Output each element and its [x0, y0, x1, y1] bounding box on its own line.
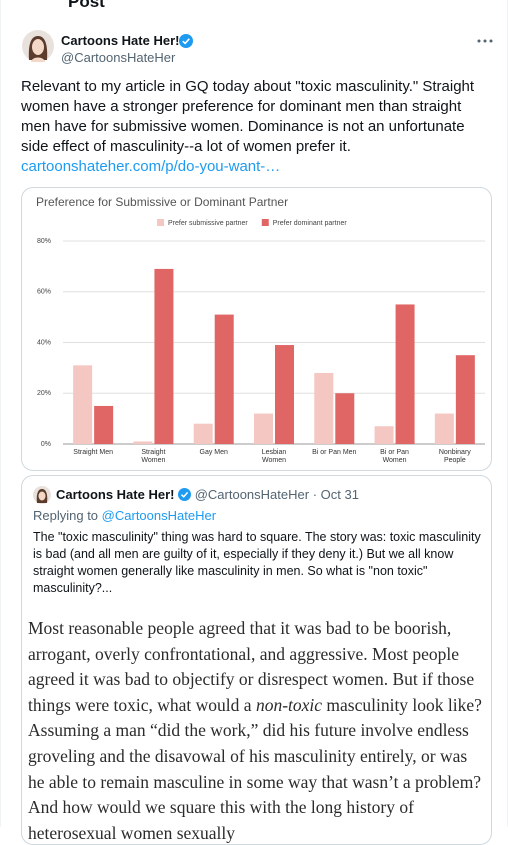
author-handle[interactable]: @CartoonsHateHer — [61, 50, 176, 65]
quote-avatar — [33, 486, 51, 504]
x-tick-label: Straight Men — [73, 449, 113, 456]
bar — [434, 413, 454, 444]
quote-text: The "toxic masculinity" thing was hard t… — [33, 530, 481, 595]
legend-swatch — [261, 219, 269, 226]
y-tick-label: 40% — [37, 339, 51, 346]
verified-badge — [178, 488, 192, 501]
author-name[interactable]: Cartoons Hate Her! — [61, 33, 180, 48]
quote-image-text: Most reasonable people agreed that it wa… — [28, 616, 488, 844]
bar — [193, 423, 213, 444]
chart: Preference for Submissive or Dominant Pa… — [36, 195, 485, 448]
paragraph-italic: non-toxic — [255, 694, 323, 715]
bar — [395, 304, 415, 444]
back-arrow[interactable] — [22, 0, 42, 6]
bar — [275, 345, 294, 444]
chart-title: Preference for Submissive or Dominant Pa… — [36, 195, 288, 209]
bar — [455, 355, 475, 444]
header-title: Post — [68, 0, 105, 11]
y-tick-label: 0% — [41, 441, 51, 448]
quote-handle: @CartoonsHateHer — [194, 487, 310, 502]
x-tick-label: Gay Men — [199, 449, 228, 456]
tweet-link[interactable]: cartoonshateher.com/p/do-you-want-… — [21, 158, 281, 175]
more-menu[interactable] — [477, 38, 493, 44]
bar — [133, 441, 153, 444]
x-tick-label: Lesbian Women — [261, 449, 287, 464]
bar — [73, 365, 93, 444]
quote-header: Cartoons Hate Her! @CartoonsHateHer · Oc… — [56, 487, 359, 502]
bar — [154, 268, 174, 444]
quote-card[interactable]: Cartoons Hate Her! @CartoonsHateHer · Oc… — [21, 475, 492, 845]
bar — [214, 314, 234, 444]
legend-swatch — [157, 219, 164, 226]
bar — [254, 413, 273, 444]
y-tick-label: 60% — [37, 289, 51, 296]
x-tick-label: Straight Women — [141, 449, 166, 464]
paragraph-part: Most reasonable people agreed that it wa… — [28, 618, 475, 715]
tweet-body: Relevant to my article in GQ today about… — [21, 77, 493, 177]
bar — [374, 426, 394, 444]
x-tick-label: Bi or Pan Women — [380, 449, 409, 464]
x-tick-label: Nonbinary People — [438, 449, 471, 464]
paragraph-part: masculinity look like? Assuming a man “d… — [28, 694, 482, 843]
bar — [94, 405, 114, 444]
verified-badge — [179, 34, 193, 48]
legend: Prefer submissive partner Prefer dominant… — [157, 219, 347, 227]
bar — [314, 372, 334, 444]
y-tick-label: 80% — [37, 238, 51, 245]
avatar[interactable] — [22, 30, 54, 62]
legend-label: Prefer submissive partner — [168, 220, 248, 227]
replying-handle[interactable]: @CartoonsHateHer — [101, 508, 217, 523]
chart-card[interactable]: Preference for Submissive or Dominant Pa… — [21, 187, 492, 471]
replying: Replying to @CartoonsHateHer — [33, 508, 216, 523]
y-tick-label: 20% — [37, 390, 51, 397]
quote-name: Cartoons Hate Her! — [56, 487, 175, 502]
quote-date: Oct 31 — [320, 487, 359, 502]
x-tick-label: Bi or Pan Men — [312, 449, 357, 456]
separator: · — [312, 487, 318, 502]
replying-to: Replying to — [33, 508, 99, 523]
tweet-text: Relevant to my article in GQ today about… — [21, 78, 475, 155]
bar — [335, 393, 355, 444]
legend-label: Prefer dominant partner — [273, 220, 348, 227]
